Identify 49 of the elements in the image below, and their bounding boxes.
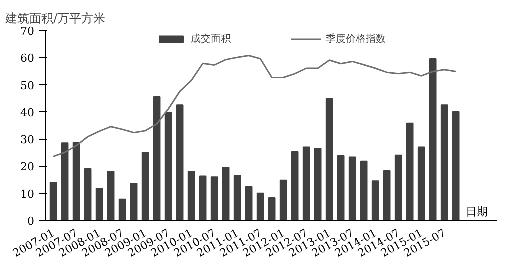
bar	[210, 176, 218, 220]
x-axis-title: 日期	[466, 206, 488, 218]
bar	[199, 176, 207, 220]
y-tick-label: 40	[20, 106, 35, 120]
bar	[153, 96, 161, 220]
bar	[50, 182, 58, 220]
bar	[360, 160, 368, 220]
bar	[245, 186, 253, 220]
bar	[383, 170, 391, 220]
bar	[72, 142, 80, 220]
bar	[234, 175, 242, 220]
legend-label: 成交面积	[191, 32, 231, 46]
bar	[84, 168, 92, 220]
bar	[142, 152, 150, 220]
y-tick-label: 60	[20, 52, 35, 66]
bar	[452, 111, 460, 220]
bar	[268, 197, 276, 220]
y-tick-label: 50	[20, 79, 35, 92]
line-series	[52, 54, 457, 158]
bar	[302, 146, 310, 220]
bar	[440, 104, 448, 220]
legend-label: 季度价格指数	[326, 32, 386, 46]
bar	[394, 154, 402, 220]
bar	[348, 156, 356, 220]
bar	[326, 98, 334, 220]
bar	[406, 122, 414, 220]
y-tick-label: 10	[20, 188, 35, 201]
y-axis-title: 建筑面积/万平方米	[4, 12, 106, 26]
y-tick-label: 70	[20, 25, 35, 38]
bar	[314, 148, 322, 220]
bar	[429, 58, 437, 220]
bar	[130, 183, 138, 220]
y-tick-label: 30	[20, 134, 35, 147]
bar	[118, 198, 126, 220]
bar	[107, 171, 115, 220]
bar	[164, 112, 172, 220]
bar	[256, 192, 264, 220]
bar	[280, 180, 288, 220]
y-tick-label: 0	[28, 215, 34, 228]
bar	[337, 155, 345, 220]
bar	[418, 146, 426, 220]
bar	[291, 151, 299, 220]
bar	[188, 171, 196, 220]
bar	[372, 180, 380, 220]
bar	[176, 104, 184, 220]
bar	[61, 142, 69, 220]
bar	[96, 188, 104, 220]
bar	[222, 167, 230, 220]
y-tick-label: 20	[20, 160, 35, 174]
